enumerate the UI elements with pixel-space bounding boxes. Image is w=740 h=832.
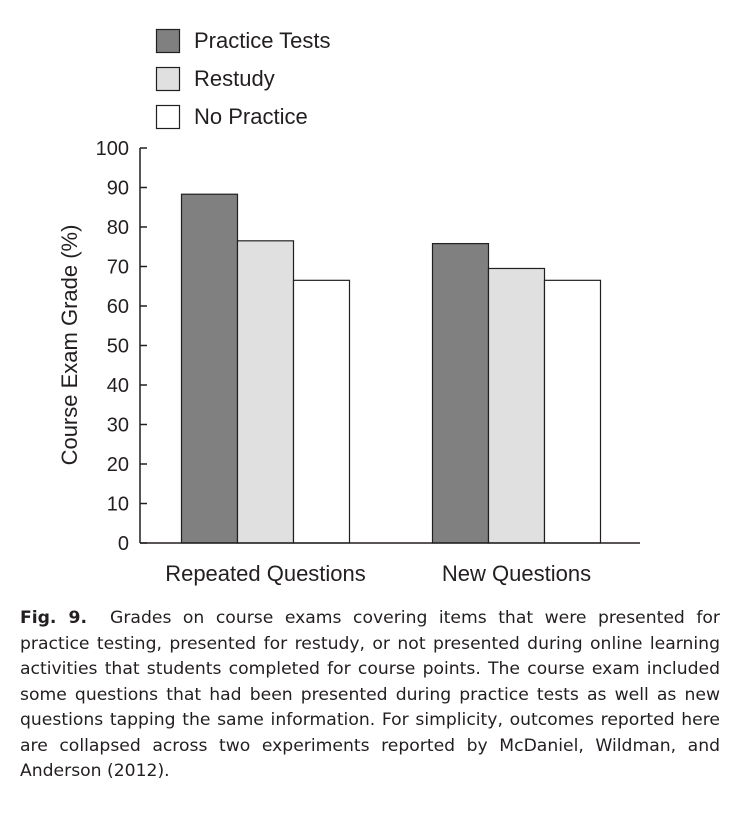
x-category-label-1: Repeated Questions	[165, 561, 366, 586]
figure-label: Fig. 9.	[20, 608, 87, 628]
y-tick-label-40: 40	[107, 375, 129, 397]
legend-label-3: No Practice	[194, 104, 308, 129]
bar-1-2	[236, 240, 295, 544]
y-tick-label-10: 10	[107, 494, 129, 516]
bar-2-3	[543, 279, 602, 544]
y-tick-label-0: 0	[118, 533, 129, 555]
y-tick-label-50: 50	[107, 336, 129, 358]
y-tick-label-60: 60	[107, 296, 129, 318]
bar-1-3	[292, 279, 351, 544]
y-tick-label-20: 20	[107, 454, 129, 476]
x-category-label-2: New Questions	[442, 561, 591, 586]
y-tick-label-100: 100	[96, 138, 129, 160]
y-tick-label-30: 30	[107, 415, 129, 437]
legend-label-1: Practice Tests	[194, 28, 331, 53]
bar-2-1	[431, 242, 490, 544]
y-tick-label-70: 70	[107, 257, 129, 279]
bar-chart: Practice Tests Restudy No Practice 0 10 20 30…	[57, 28, 640, 586]
legend-label-2: Restudy	[194, 66, 275, 91]
y-axis-label: Course Exam Grade (%)	[57, 225, 82, 466]
legend-swatch-3	[155, 104, 181, 130]
legend-swatch-1	[155, 28, 181, 54]
chart-axes: 0 10 20 30 40 50 60 70 80 90 100 Repeated Questions…	[96, 138, 640, 586]
caption-text: Grades on course exams covering items th…	[20, 608, 720, 781]
chart-bars	[180, 193, 602, 544]
y-tick-label-80: 80	[107, 217, 129, 239]
y-tick-label-90: 90	[107, 178, 129, 200]
bar-1-1	[180, 193, 239, 544]
bar-2-2	[487, 267, 546, 544]
figure-caption: Fig. 9. Grades on course exams covering …	[20, 606, 720, 785]
legend-swatch-2	[155, 66, 181, 92]
chart-legend: Practice Tests Restudy No Practice	[155, 28, 331, 130]
